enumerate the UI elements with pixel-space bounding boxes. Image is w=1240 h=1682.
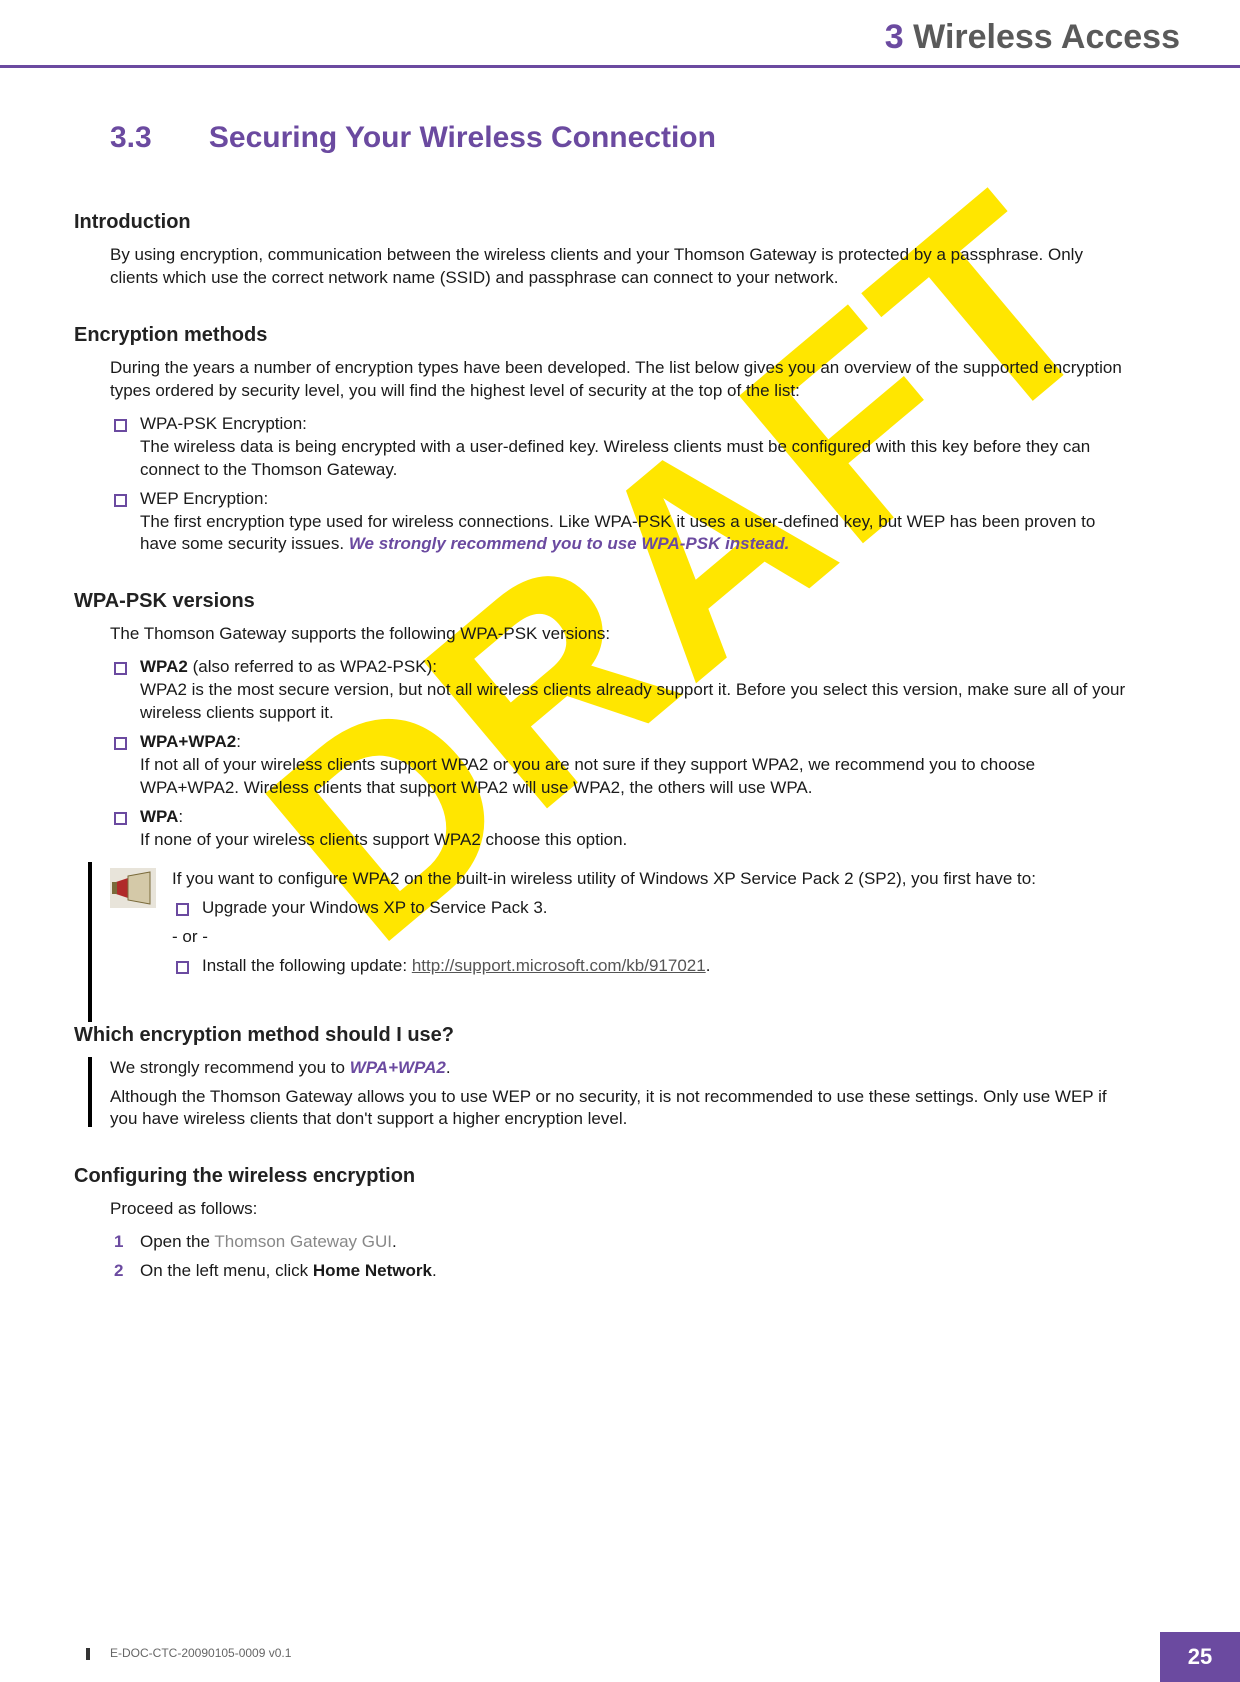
page-number: 25 xyxy=(1160,1632,1240,1682)
revision-bar xyxy=(88,862,92,1022)
note-box: If you want to configure WPA2 on the bui… xyxy=(110,862,1130,990)
chapter-number: 3 xyxy=(885,18,904,56)
step2-post: . xyxy=(432,1261,437,1280)
list-item: WEP Encryption: The first encryption typ… xyxy=(110,488,1130,557)
wpa-list: WPA2 (also referred to as WPA2-PSK): WPA… xyxy=(110,656,1130,852)
item-title: WPA-PSK Encryption: xyxy=(140,414,307,433)
step1-link: Thomson Gateway GUI xyxy=(214,1232,392,1251)
section-title: Securing Your Wireless Connection xyxy=(209,121,716,154)
item-title: WEP Encryption: xyxy=(140,489,268,508)
intro-body: By using encryption, communication betwe… xyxy=(110,244,1130,290)
which-p1-pre: We strongly recommend you to xyxy=(110,1058,350,1077)
list-item: WPA2 (also referred to as WPA2-PSK): WPA… xyxy=(110,656,1130,725)
item-title-tail: : xyxy=(236,732,241,751)
item-emph: We strongly recommend you to use WPA-PSK… xyxy=(349,534,790,553)
footer-doc-id: E-DOC-CTC-20090105-0009 v0.1 xyxy=(110,1646,291,1660)
footer: E-DOC-CTC-20090105-0009 v0.1 25 xyxy=(0,1632,1240,1682)
item-desc: If none of your wireless clients support… xyxy=(140,830,627,849)
list-item: Install the following update: http://sup… xyxy=(172,955,1130,978)
item-title: WPA xyxy=(140,807,178,826)
note-list: Install the following update: http://sup… xyxy=(172,955,1130,978)
item-desc: The wireless data is being encrypted wit… xyxy=(140,437,1090,479)
item-title: WPA2 xyxy=(140,657,188,676)
enc-list: WPA-PSK Encryption: The wireless data is… xyxy=(110,413,1130,557)
megaphone-icon xyxy=(110,868,156,908)
section-number: 3.3 xyxy=(110,121,200,155)
which-p1-post: . xyxy=(446,1058,451,1077)
which-p1-link: WPA+WPA2 xyxy=(350,1058,446,1077)
note-line1: If you want to configure WPA2 on the bui… xyxy=(172,869,1036,888)
section-heading: 3.3 Securing Your Wireless Connection xyxy=(110,118,1130,155)
item-desc: If not all of your wireless clients supp… xyxy=(140,755,1035,797)
list-item: WPA+WPA2: If not all of your wireless cl… xyxy=(110,731,1130,800)
step2-strong: Home Network xyxy=(313,1261,432,1280)
config-heading: Configuring the wireless encryption xyxy=(74,1165,1130,1188)
item-desc: WPA2 is the most secure version, but not… xyxy=(140,680,1125,722)
item-title-tail: : xyxy=(178,807,183,826)
list-item: WPA-PSK Encryption: The wireless data is… xyxy=(110,413,1130,482)
enc-body: During the years a number of encryption … xyxy=(110,357,1130,403)
note-or: - or - xyxy=(172,926,1130,949)
list-item: Upgrade your Windows XP to Service Pack … xyxy=(172,897,1130,920)
note-b2-pre: Install the following update: xyxy=(202,956,412,975)
config-steps: 1 Open the Thomson Gateway GUI. 2 On the… xyxy=(110,1231,1130,1283)
enc-heading: Encryption methods xyxy=(74,324,1130,347)
item-title: WPA+WPA2 xyxy=(140,732,236,751)
footer-marker xyxy=(86,1648,90,1660)
wpa-lead: The Thomson Gateway supports the followi… xyxy=(110,623,1130,646)
note-list: Upgrade your Windows XP to Service Pack … xyxy=(172,897,1130,920)
wpa-heading: WPA-PSK versions xyxy=(74,590,1130,613)
item-title-tail: (also referred to as WPA2-PSK): xyxy=(188,657,437,676)
step-item: 2 On the left menu, click Home Network. xyxy=(110,1260,1130,1283)
chapter-header: 3 Wireless Access xyxy=(0,0,1240,65)
which-heading: Which encryption method should I use? xyxy=(74,1024,1130,1047)
note-b2-post: . xyxy=(706,956,711,975)
revision-bar xyxy=(88,1057,92,1127)
which-p1: We strongly recommend you to WPA+WPA2. xyxy=(110,1057,1130,1080)
chapter-title: Wireless Access xyxy=(913,18,1180,56)
list-item: WPA: If none of your wireless clients su… xyxy=(110,806,1130,852)
step2-pre: On the left menu, click xyxy=(140,1261,313,1280)
step1-post: . xyxy=(392,1232,397,1251)
note-body: If you want to configure WPA2 on the bui… xyxy=(172,868,1130,984)
which-p2: Although the Thomson Gateway allows you … xyxy=(110,1086,1130,1132)
note-url[interactable]: http://support.microsoft.com/kb/917021 xyxy=(412,956,706,975)
config-lead: Proceed as follows: xyxy=(110,1198,1130,1221)
step-item: 1 Open the Thomson Gateway GUI. xyxy=(110,1231,1130,1254)
step1-pre: Open the xyxy=(140,1232,214,1251)
intro-heading: Introduction xyxy=(74,211,1130,234)
